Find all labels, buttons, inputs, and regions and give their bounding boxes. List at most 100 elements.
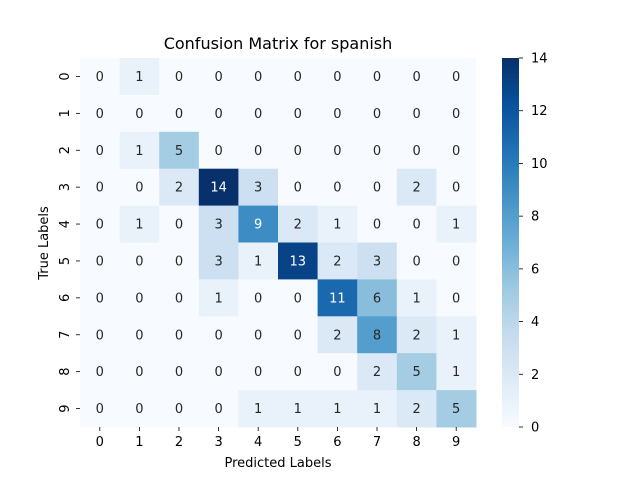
heatmap-cell-7-1	[119, 316, 160, 354]
heatmap-cell-6-3	[198, 279, 239, 317]
x-tick-label-5: 5	[294, 435, 302, 450]
cell-value-3-5: 0	[294, 181, 302, 196]
heatmap-cell-6-5	[278, 279, 319, 317]
heatmap-cell-3-0	[80, 168, 121, 207]
cell-value-5-6: 2	[333, 254, 341, 269]
heatmap-cell-0-1	[119, 58, 160, 96]
heatmap-cell-7-5	[278, 316, 319, 354]
cell-value-8-8: 5	[412, 365, 420, 380]
heatmap-cell-9-8	[396, 390, 437, 428]
heatmap-cell-0-6	[317, 58, 358, 96]
heatmap-cell-0-8	[396, 58, 437, 96]
y-axis-label: True Labels	[37, 206, 52, 281]
cell-value-5-3: 3	[214, 254, 222, 269]
cell-value-3-9: 0	[452, 181, 460, 196]
cell-value-3-4: 3	[254, 181, 262, 196]
cell-value-8-9: 1	[452, 365, 460, 380]
cell-value-8-1: 0	[135, 365, 143, 380]
heatmap-cell-2-8	[396, 131, 437, 170]
x-tick-label-6: 6	[333, 435, 341, 450]
cell-value-9-8: 2	[412, 402, 420, 417]
heatmap-cell-4-3	[198, 205, 239, 243]
colorbar-tick-label-5: 10	[531, 157, 548, 172]
cell-value-6-4: 0	[254, 291, 262, 306]
heatmap-cell-1-6	[317, 94, 358, 133]
heatmap-cell-7-6	[317, 316, 358, 354]
cell-value-6-9: 0	[452, 291, 460, 306]
heatmap-cell-0-9	[436, 58, 477, 96]
heatmap-cell-1-7	[357, 94, 398, 133]
cell-value-2-4: 0	[254, 144, 262, 159]
cell-value-3-7: 0	[373, 181, 381, 196]
heatmap-cell-4-0	[80, 205, 121, 243]
cell-value-7-1: 0	[135, 328, 143, 343]
cell-value-4-2: 0	[175, 218, 183, 233]
cell-value-4-1: 1	[135, 218, 143, 233]
y-tick-label-7: 7	[58, 331, 73, 339]
heatmap-cell-8-3	[198, 353, 239, 391]
heatmap-cell-1-0	[80, 94, 121, 133]
cell-value-6-0: 0	[96, 291, 104, 306]
cell-value-4-8: 0	[412, 218, 420, 233]
heatmap-cell-2-2	[159, 131, 200, 170]
cell-value-2-1: 1	[135, 144, 143, 159]
heatmap-cell-7-8	[396, 316, 437, 354]
heatmap-cell-8-5	[278, 353, 319, 391]
heatmap-cell-1-3	[198, 94, 239, 133]
cell-value-7-2: 0	[175, 328, 183, 343]
cell-value-1-4: 0	[254, 107, 262, 122]
heatmap-cell-5-4	[238, 242, 279, 280]
cell-value-7-4: 0	[254, 328, 262, 343]
heatmap-cell-0-2	[159, 58, 200, 96]
heatmap-cell-2-1	[119, 131, 160, 170]
heatmap-cell-0-0	[80, 58, 121, 96]
heatmap-cell-6-7	[357, 279, 398, 317]
cell-value-7-0: 0	[96, 328, 104, 343]
colorbar	[502, 58, 519, 427]
heatmap-cell-2-7	[357, 131, 398, 170]
cell-value-5-1: 0	[135, 254, 143, 269]
heatmap-cell-5-5	[278, 242, 319, 280]
heatmap-cells: 0 1 0 0 0 0 0 0 0 0 0 0 0 0 0 0 0 0 0 0 0 1 5 0 0 0 0 0 0 0 0 0 2 14 3 0 0 0 2…	[80, 58, 477, 428]
cell-value-0-5: 0	[294, 70, 302, 85]
cell-value-6-1: 0	[135, 291, 143, 306]
heatmap-cell-3-4	[238, 168, 279, 207]
cell-value-0-0: 0	[96, 70, 104, 85]
heatmap-cell-3-7	[357, 168, 398, 207]
heatmap-cell-0-3	[198, 58, 239, 96]
y-tick-label-3: 3	[58, 183, 73, 191]
colorbar-tick-label-6: 12	[531, 104, 548, 119]
heatmap-cell-0-4	[238, 58, 279, 96]
heatmap-cell-2-4	[238, 131, 279, 170]
x-tick-label-0: 0	[96, 435, 104, 450]
colorbar-tick-label-0: 0	[531, 421, 539, 436]
cell-value-1-6: 0	[333, 107, 341, 122]
cell-value-3-1: 0	[135, 181, 143, 196]
heatmap-cell-7-7	[357, 316, 398, 354]
y-tick-label-2: 2	[58, 146, 73, 154]
y-tick-label-8: 8	[58, 368, 73, 376]
heatmap-cell-2-5	[278, 131, 319, 170]
cell-value-9-6: 1	[333, 402, 341, 417]
cell-value-2-8: 0	[412, 144, 420, 159]
heatmap-cell-3-1	[119, 168, 160, 207]
heatmap-cell-3-9	[436, 168, 477, 207]
heatmap-cell-8-4	[238, 353, 279, 391]
heatmap-cell-1-4	[238, 94, 279, 133]
heatmap-cell-9-5	[278, 390, 319, 428]
cell-value-5-0: 0	[96, 254, 104, 269]
heatmap-cell-5-3	[198, 242, 239, 280]
heatmap-cell-8-6	[317, 353, 358, 391]
cell-value-0-7: 0	[373, 70, 381, 85]
cell-value-8-5: 0	[294, 365, 302, 380]
heatmap-cell-2-9	[436, 131, 477, 170]
heatmap-cell-6-1	[119, 279, 160, 317]
heatmap-cell-7-9	[436, 316, 477, 354]
cell-value-1-5: 0	[294, 107, 302, 122]
colorbar-tick-label-4: 8	[531, 210, 539, 225]
cell-value-5-8: 0	[412, 254, 420, 269]
heatmap-cell-4-1	[119, 205, 160, 243]
heatmap-cell-7-4	[238, 316, 279, 354]
heatmap-cell-5-1	[119, 242, 160, 280]
